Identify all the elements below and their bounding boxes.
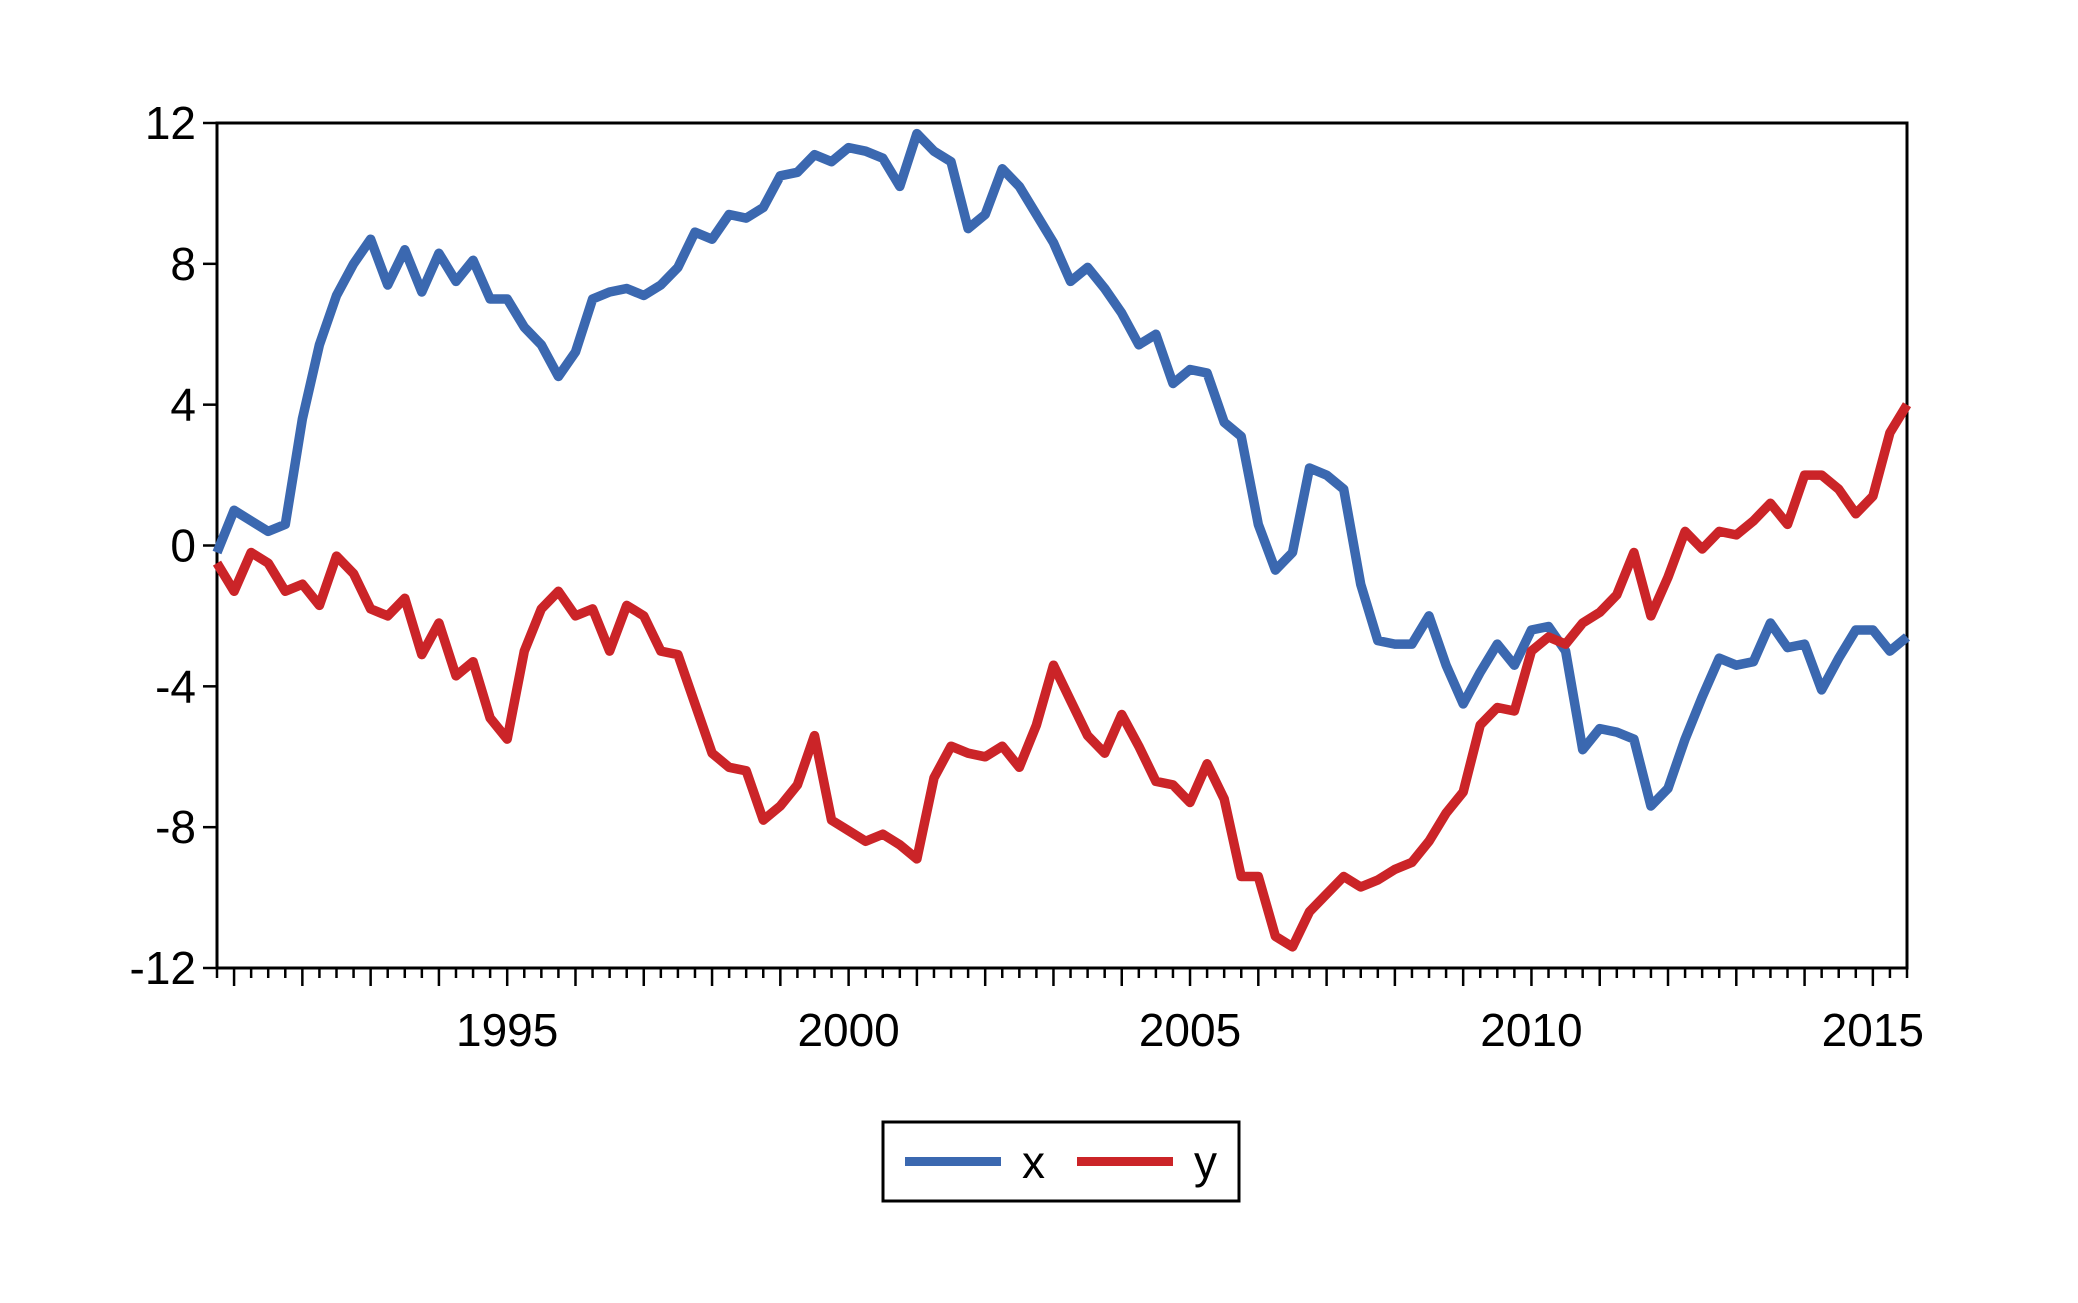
series-y-line — [212, 402, 1912, 952]
y-axis-tick-label: -12 — [130, 942, 196, 994]
plot-border — [215, 121, 1909, 970]
y-axis-tick-label: 12 — [145, 97, 196, 149]
series-x-line — [212, 128, 1911, 811]
x-axis-tick-label: 1995 — [456, 1004, 558, 1056]
y-axis-tick-label: 8 — [170, 238, 196, 290]
legend-label: x — [1022, 1136, 1045, 1188]
y-axis-tick-label: 0 — [170, 520, 196, 572]
y-axis-tick-label: -8 — [155, 801, 196, 853]
plot-frame — [215, 121, 1909, 970]
x-axis-tick-label: 2000 — [797, 1004, 899, 1056]
x-axis: 1995 2000 2005 2010 2015 — [215, 968, 1924, 1056]
x-axis-tick-label: 2015 — [1822, 1004, 1924, 1056]
y-axis: 12 8 4 0 -4 -8 -12 — [130, 97, 217, 994]
x-axis-tick-label: 2005 — [1139, 1004, 1241, 1056]
series-lines — [212, 128, 1912, 952]
x-axis-tick-label: 2010 — [1480, 1004, 1582, 1056]
y-axis-tick-label: 4 — [170, 379, 196, 431]
legend-label: y — [1194, 1136, 1217, 1188]
y-axis-tick-label: -4 — [155, 660, 196, 712]
